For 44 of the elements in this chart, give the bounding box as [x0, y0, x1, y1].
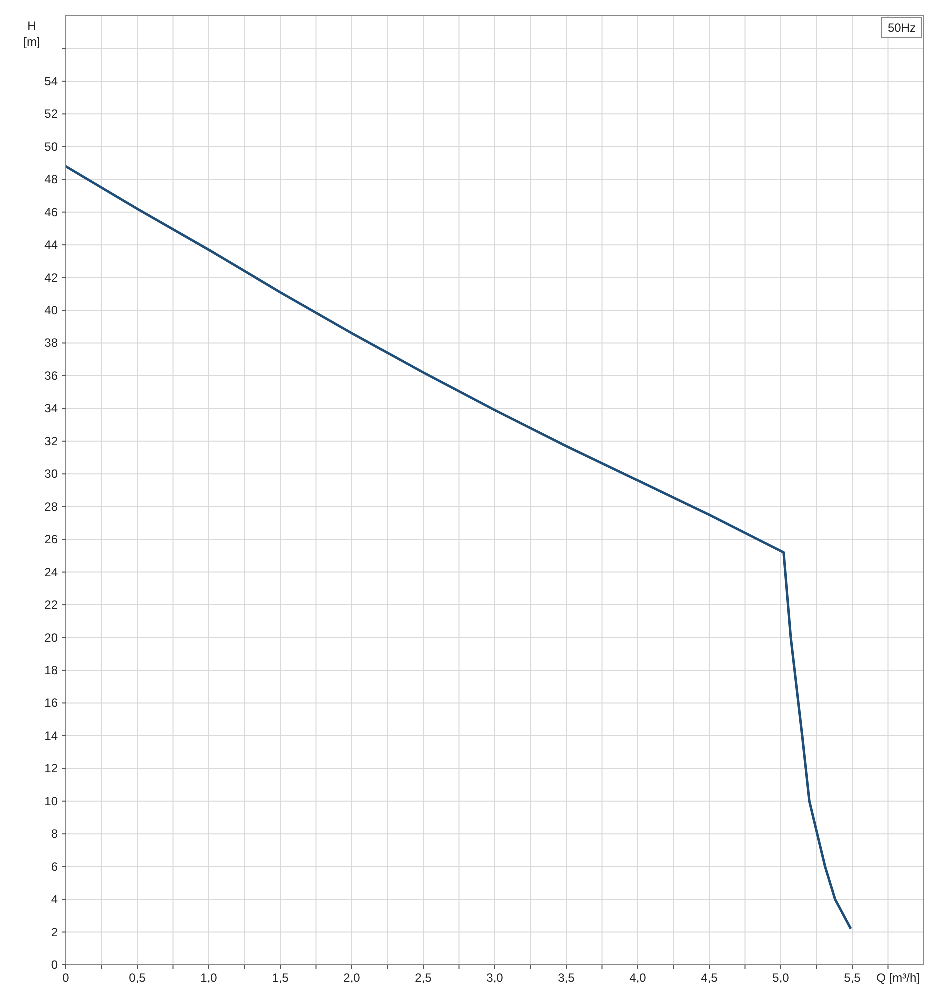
x-tick-label: 1,5	[272, 971, 290, 985]
y-tick-label: 52	[44, 107, 58, 122]
x-tick-label: 3,0	[486, 971, 504, 985]
y-tick-label: 48	[44, 172, 58, 187]
y-tick-label: 20	[44, 630, 58, 645]
y-tick-label: 30	[44, 467, 58, 482]
y-tick-label: 54	[44, 74, 58, 88]
y-tick-label: 18	[44, 663, 58, 678]
y-tick-label: 14	[44, 728, 58, 743]
x-tick-label: 5,5	[844, 971, 862, 985]
x-tick-label: 0	[62, 971, 70, 985]
y-tick-label: 10	[44, 794, 58, 808]
x-tick-label: 4,5	[701, 971, 718, 985]
y-tick-label: 40	[44, 304, 58, 318]
y-tick-label: 0	[51, 958, 58, 972]
y-tick-label: 50	[44, 140, 58, 154]
x-tick-label: 2,0	[344, 971, 361, 985]
line-series	[66, 165, 852, 930]
y-tick-label: 32	[44, 434, 58, 448]
y-tick-label: 6	[51, 860, 58, 874]
y-tick-label: 46	[44, 205, 58, 220]
x-tick-label: 1,0	[200, 971, 218, 985]
x-tick-label: 2,5	[415, 971, 432, 985]
x-axis-title: Q [m³/h]	[876, 971, 920, 985]
y-tick-label: 2	[51, 925, 58, 940]
y-tick-label: 42	[44, 270, 58, 285]
x-tick-label: 3,5	[558, 971, 576, 985]
annotation: 50Hz	[888, 21, 916, 35]
y-tick-label: 22	[44, 598, 58, 612]
y-tick-label: 4	[51, 892, 58, 907]
y-tick-label: 44	[44, 238, 58, 252]
y-tick-label: 12	[44, 762, 58, 776]
x-tick-label: 5,0	[772, 971, 790, 985]
y-tick-label: 28	[44, 500, 58, 514]
y-tick-label: 26	[44, 532, 58, 547]
y-tick-label: 24	[44, 565, 58, 580]
y-tick-label: 34	[44, 402, 58, 416]
x-tick-label: 0,5	[129, 971, 146, 985]
y-tick-label: 38	[44, 336, 58, 350]
x-tick-label: 4,0	[630, 971, 647, 985]
y-tick-label: 8	[51, 827, 58, 842]
y-tick-label: 36	[44, 368, 58, 383]
y-axis-title: H [m]	[24, 19, 40, 49]
y-tick-label: 16	[44, 696, 58, 710]
